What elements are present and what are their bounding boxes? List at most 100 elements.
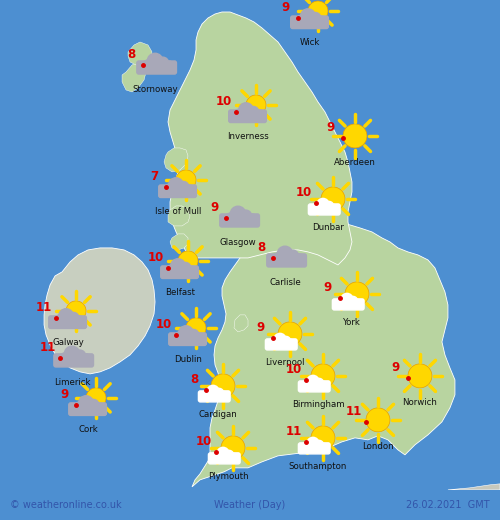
Polygon shape <box>122 62 146 92</box>
Circle shape <box>338 298 346 307</box>
Circle shape <box>310 206 318 214</box>
Circle shape <box>304 443 312 451</box>
Circle shape <box>341 293 353 305</box>
Circle shape <box>207 385 219 397</box>
Text: Aberdeen: Aberdeen <box>334 158 376 167</box>
Polygon shape <box>168 206 190 226</box>
FancyBboxPatch shape <box>220 214 260 227</box>
Circle shape <box>178 181 189 192</box>
Circle shape <box>86 388 106 408</box>
Text: Stornoway: Stornoway <box>132 85 178 94</box>
Circle shape <box>88 399 99 410</box>
Circle shape <box>58 309 74 323</box>
Circle shape <box>408 364 432 388</box>
Text: 10: 10 <box>216 96 232 109</box>
FancyBboxPatch shape <box>298 381 330 392</box>
Polygon shape <box>128 42 152 65</box>
FancyBboxPatch shape <box>158 185 196 198</box>
Circle shape <box>240 210 252 222</box>
Circle shape <box>160 188 170 196</box>
Circle shape <box>294 254 304 263</box>
Circle shape <box>314 203 322 213</box>
Text: 10: 10 <box>156 318 172 331</box>
Circle shape <box>230 453 237 460</box>
Text: Isle of Mull: Isle of Mull <box>155 207 201 216</box>
Circle shape <box>270 339 280 347</box>
Circle shape <box>214 452 222 461</box>
Circle shape <box>139 63 148 73</box>
Circle shape <box>211 374 235 398</box>
Text: Glasgow: Glasgow <box>220 238 256 247</box>
Circle shape <box>348 296 358 305</box>
Circle shape <box>324 201 334 211</box>
Text: Cork: Cork <box>78 425 98 434</box>
Text: Liverpool: Liverpool <box>265 358 304 367</box>
Text: 26.02.2021  GMT: 26.02.2021 GMT <box>406 500 490 510</box>
Text: 9: 9 <box>392 361 400 374</box>
Circle shape <box>74 350 86 362</box>
Circle shape <box>142 60 154 71</box>
Text: York: York <box>343 318 361 327</box>
Circle shape <box>343 124 367 148</box>
Circle shape <box>221 436 245 460</box>
Circle shape <box>307 375 319 387</box>
Circle shape <box>307 437 319 449</box>
Circle shape <box>51 319 60 327</box>
Circle shape <box>304 380 312 389</box>
Text: Galway: Galway <box>52 338 84 347</box>
Circle shape <box>168 178 184 192</box>
Circle shape <box>220 392 228 398</box>
Polygon shape <box>234 315 248 332</box>
Circle shape <box>272 253 284 264</box>
Circle shape <box>311 364 335 388</box>
Circle shape <box>277 246 293 262</box>
Circle shape <box>320 381 328 388</box>
Circle shape <box>164 184 175 195</box>
Circle shape <box>178 326 194 341</box>
Circle shape <box>66 301 86 321</box>
Text: Birmingham: Birmingham <box>292 400 344 409</box>
Circle shape <box>300 383 308 391</box>
Circle shape <box>230 206 246 222</box>
Circle shape <box>288 340 294 346</box>
Circle shape <box>255 110 264 119</box>
Circle shape <box>188 329 199 341</box>
Text: Carlisle: Carlisle <box>269 278 301 287</box>
Circle shape <box>310 12 321 23</box>
Text: © weatheronline.co.uk: © weatheronline.co.uk <box>10 500 122 510</box>
Circle shape <box>78 396 94 410</box>
Circle shape <box>170 259 186 274</box>
Circle shape <box>95 403 104 412</box>
Circle shape <box>204 391 212 399</box>
Text: 10: 10 <box>196 435 212 448</box>
Text: 8: 8 <box>127 48 135 61</box>
Circle shape <box>180 263 191 274</box>
Text: 8: 8 <box>257 241 265 254</box>
Circle shape <box>274 333 286 345</box>
Circle shape <box>68 313 79 323</box>
Circle shape <box>214 388 224 397</box>
Circle shape <box>187 266 196 275</box>
Circle shape <box>317 198 329 211</box>
FancyBboxPatch shape <box>54 354 94 367</box>
Circle shape <box>157 57 168 69</box>
Polygon shape <box>168 12 352 265</box>
Text: Belfast: Belfast <box>165 288 195 297</box>
Text: Norwich: Norwich <box>402 398 438 407</box>
Text: 9: 9 <box>324 281 332 294</box>
Text: London: London <box>362 442 394 451</box>
FancyBboxPatch shape <box>160 266 198 279</box>
FancyBboxPatch shape <box>49 316 86 329</box>
FancyBboxPatch shape <box>168 333 206 345</box>
Circle shape <box>278 322 302 346</box>
Polygon shape <box>164 148 188 172</box>
FancyBboxPatch shape <box>208 453 240 464</box>
Circle shape <box>320 444 328 450</box>
Circle shape <box>164 61 174 70</box>
FancyBboxPatch shape <box>198 391 230 402</box>
Circle shape <box>317 16 326 25</box>
Text: Dunbar: Dunbar <box>312 223 344 232</box>
Circle shape <box>74 402 86 413</box>
Text: Limerick: Limerick <box>54 378 90 387</box>
FancyBboxPatch shape <box>332 299 364 310</box>
